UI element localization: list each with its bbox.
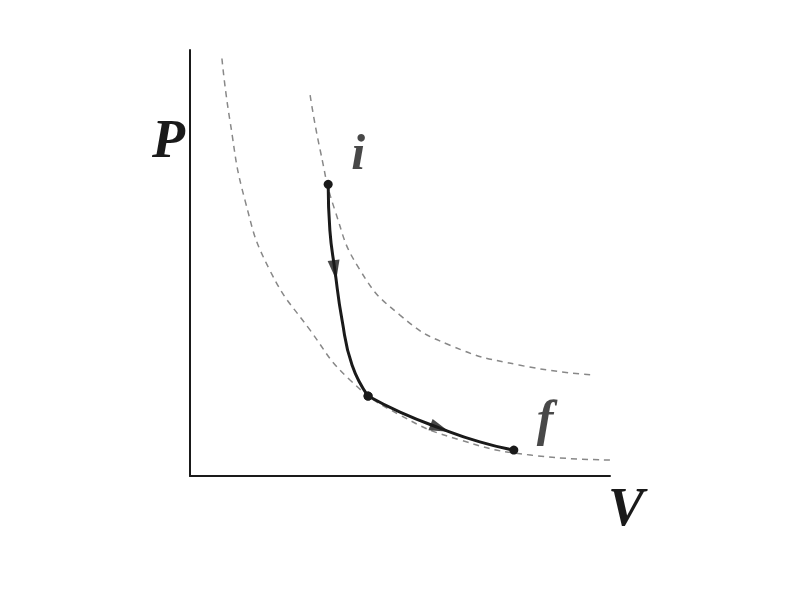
svg-text:V: V xyxy=(608,477,648,537)
svg-text:f: f xyxy=(537,390,558,446)
svg-text:i: i xyxy=(351,124,365,180)
svg-text:P: P xyxy=(151,109,186,169)
